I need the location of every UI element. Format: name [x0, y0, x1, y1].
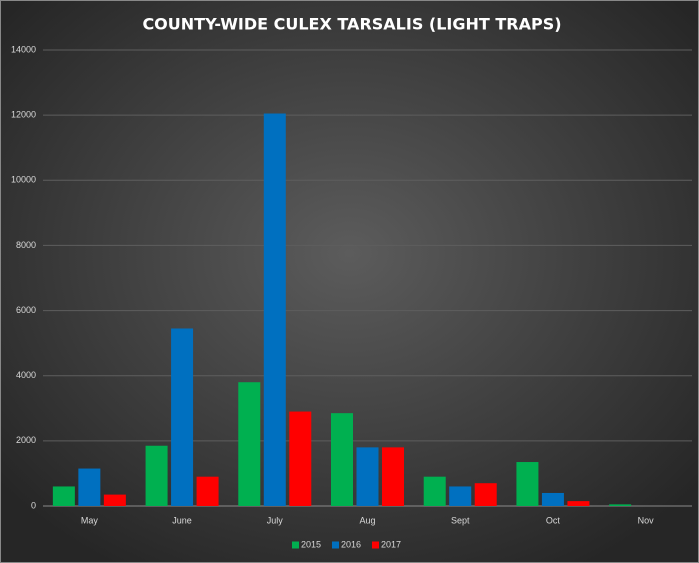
legend-swatch [372, 541, 379, 549]
bar [331, 413, 353, 506]
bar [567, 501, 590, 506]
bar [289, 411, 312, 506]
bar [145, 445, 168, 506]
bar [356, 447, 379, 506]
bar [238, 382, 261, 506]
x-tick-label: July [267, 515, 284, 525]
bar [609, 504, 632, 506]
legend-label: 2017 [381, 539, 401, 549]
y-tick-label: 12000 [11, 110, 36, 120]
bar [196, 476, 219, 506]
y-tick-label: 0 [31, 500, 36, 510]
bar [382, 447, 404, 506]
bar [263, 113, 286, 506]
y-tick-label: 6000 [16, 305, 36, 315]
legend-label: 2015 [301, 539, 321, 549]
bar [516, 462, 539, 506]
x-tick-label: Oct [546, 515, 561, 525]
bar [103, 494, 126, 506]
y-tick-label: 8000 [16, 240, 36, 250]
bar [171, 328, 194, 506]
bar [78, 468, 101, 506]
y-tick-label: 14000 [11, 44, 36, 54]
x-tick-label: May [81, 515, 99, 525]
bar [449, 486, 472, 506]
y-tick-label: 4000 [16, 370, 36, 380]
bar [541, 492, 564, 506]
x-tick-label: June [172, 515, 192, 525]
x-tick-label: Sept [451, 515, 470, 525]
legend-swatch [292, 541, 299, 549]
legend-label: 2016 [341, 539, 361, 549]
y-tick-label: 2000 [16, 435, 36, 445]
y-tick-label: 10000 [11, 175, 36, 185]
bar [52, 486, 75, 506]
bar [423, 476, 446, 506]
x-tick-label: Nov [638, 515, 655, 525]
bar [474, 483, 497, 506]
x-tick-label: Aug [359, 515, 375, 525]
chart-title: COUNTY-WIDE CULEX TARSALIS (LIGHT TRAPS) [142, 15, 561, 34]
legend-swatch [332, 541, 339, 549]
